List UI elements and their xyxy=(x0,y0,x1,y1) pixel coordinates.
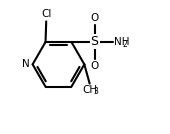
Text: S: S xyxy=(91,36,99,49)
Text: 2: 2 xyxy=(122,40,127,49)
Text: Cl: Cl xyxy=(41,9,51,19)
Text: CH: CH xyxy=(82,85,97,95)
Text: NH: NH xyxy=(114,37,130,47)
Text: 3: 3 xyxy=(93,87,98,96)
Text: N: N xyxy=(22,59,30,69)
Text: O: O xyxy=(90,13,99,23)
Text: O: O xyxy=(90,61,99,71)
